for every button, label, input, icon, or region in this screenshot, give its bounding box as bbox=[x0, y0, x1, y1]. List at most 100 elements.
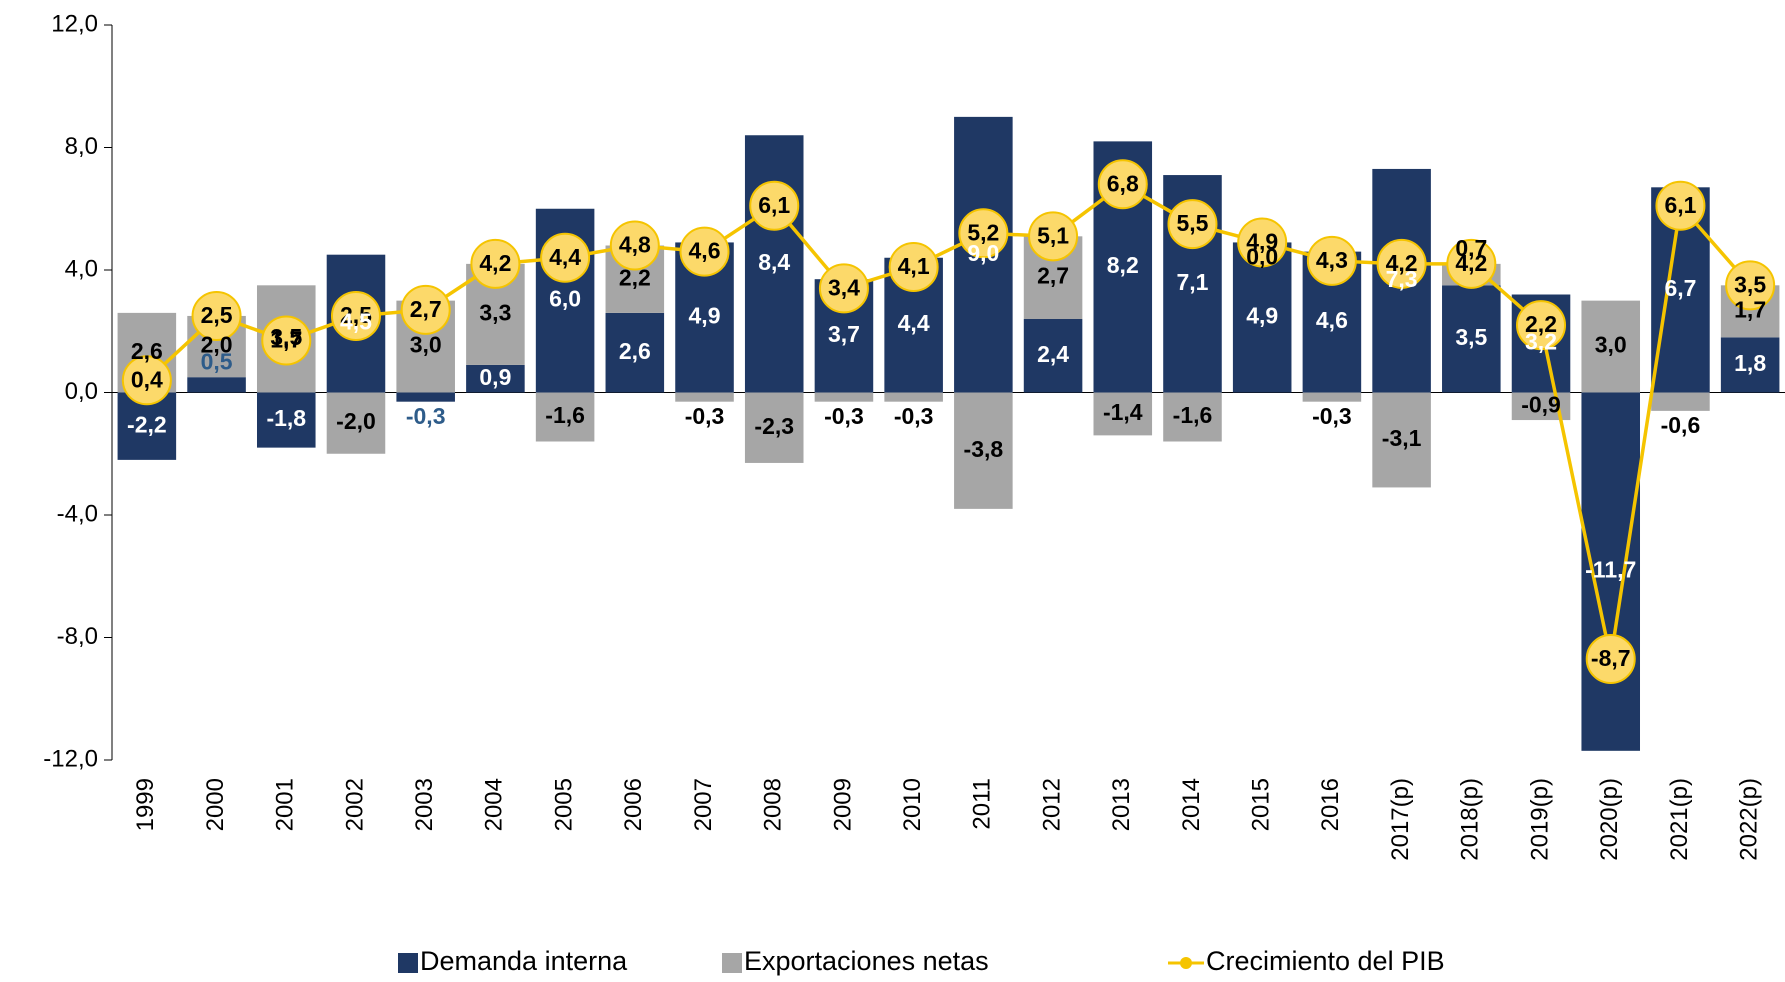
data-label: -0,3 bbox=[685, 403, 725, 429]
bar-segment bbox=[256, 392, 316, 448]
line-label: 6,1 bbox=[758, 192, 790, 218]
data-label: -2,0 bbox=[336, 408, 376, 434]
legend-swatch bbox=[722, 953, 742, 973]
line-marker bbox=[1585, 633, 1636, 684]
data-label: 8,2 bbox=[1107, 252, 1139, 278]
x-tick-label: 2010 bbox=[899, 778, 926, 831]
bar-segment bbox=[675, 392, 734, 402]
line-marker bbox=[1237, 217, 1288, 268]
line-marker bbox=[540, 232, 591, 283]
bar-segment bbox=[396, 392, 455, 402]
data-label: 3,5 bbox=[270, 324, 302, 350]
data-label: 2,6 bbox=[619, 338, 651, 364]
data-label: 3,0 bbox=[410, 332, 442, 358]
data-label: -1,6 bbox=[1173, 402, 1213, 428]
line-marker bbox=[330, 290, 381, 341]
line-marker bbox=[1097, 159, 1148, 210]
line-marker bbox=[261, 315, 312, 366]
data-label: -0,3 bbox=[406, 403, 446, 429]
bar-segment bbox=[326, 392, 386, 454]
x-tick-label: 2007 bbox=[690, 778, 717, 831]
line-marker bbox=[749, 180, 800, 231]
x-tick-label: 2012 bbox=[1038, 778, 1065, 831]
x-tick-label: 2002 bbox=[341, 778, 368, 831]
data-label: -3,1 bbox=[1382, 425, 1422, 451]
labels: -2,2 2,6 0,52,0 -1,8 3,5 4,5 -2,0 -0,3 3,0 0,9 3,3… bbox=[127, 235, 1766, 583]
x-tick-label: 2013 bbox=[1108, 778, 1135, 831]
y-tick-label: -12,0 bbox=[43, 745, 98, 772]
data-label: 4,9 bbox=[689, 303, 721, 329]
line-label: 2,5 bbox=[340, 302, 372, 328]
line-marker bbox=[1028, 211, 1079, 262]
bar-segment bbox=[1442, 285, 1501, 393]
legend-marker bbox=[1180, 957, 1192, 969]
data-label: -2,3 bbox=[754, 413, 794, 439]
legend-swatch bbox=[398, 953, 418, 973]
bar-segment bbox=[187, 377, 246, 393]
data-label: -1,8 bbox=[266, 405, 306, 431]
x-tick-label: 2003 bbox=[411, 778, 438, 831]
data-label: 9,0 bbox=[967, 240, 999, 266]
line-marker bbox=[818, 263, 869, 314]
data-label: 7,1 bbox=[1176, 269, 1208, 295]
line-marker bbox=[1655, 180, 1706, 231]
bar-segment bbox=[535, 392, 595, 442]
data-label: -0,3 bbox=[894, 403, 934, 429]
bar-segment bbox=[466, 364, 525, 393]
legend-label: Crecimiento del PIB bbox=[1206, 946, 1445, 976]
data-label: 3,3 bbox=[479, 299, 511, 325]
legend-label: Exportaciones netas bbox=[744, 946, 989, 976]
line-label: 5,5 bbox=[1176, 210, 1208, 236]
x-tick-label: 2022(p) bbox=[1735, 778, 1762, 861]
bar-segment bbox=[1651, 392, 1710, 411]
data-label: 0,9 bbox=[479, 364, 511, 390]
bar-segment bbox=[954, 392, 1013, 509]
data-label: 2,7 bbox=[1037, 263, 1069, 289]
line-layer: 0,4 2,5 1,7 2,5 2,7 4,2 4,4 4,8 4,6 6,1 3,4 4,1 5,2 5… bbox=[121, 159, 1776, 684]
x-tick-label: 1999 bbox=[132, 778, 159, 831]
x-tick-label: 2019(p) bbox=[1526, 778, 1553, 861]
x-tick-label: 2021(p) bbox=[1666, 778, 1693, 861]
data-label: -0,3 bbox=[1312, 403, 1352, 429]
line bbox=[145, 182, 1752, 660]
x-tick-label: 2015 bbox=[1248, 778, 1275, 831]
data-label: 4,9 bbox=[1246, 303, 1278, 329]
data-label: 3,0 bbox=[1595, 332, 1627, 358]
line-label: 4,1 bbox=[898, 253, 930, 279]
line-label: 5,2 bbox=[967, 219, 999, 245]
bar-segment bbox=[1372, 392, 1431, 488]
data-label: -11,7 bbox=[1585, 557, 1636, 583]
bar-segment bbox=[1023, 319, 1083, 393]
line-label: 4,9 bbox=[1246, 229, 1278, 255]
data-label: 7,3 bbox=[1386, 266, 1418, 292]
line-label: 1,7 bbox=[270, 327, 302, 353]
line-marker bbox=[1446, 238, 1497, 289]
x-tick-label: 2000 bbox=[202, 778, 229, 831]
x-tick-label: 2018(p) bbox=[1457, 778, 1484, 861]
line-marker bbox=[888, 241, 939, 292]
data-label: -0,3 bbox=[824, 403, 864, 429]
bar-segment bbox=[605, 312, 665, 393]
data-label: 6,7 bbox=[1664, 275, 1696, 301]
line-label: 4,2 bbox=[479, 250, 511, 276]
y-tick-label: 0,0 bbox=[65, 378, 98, 405]
data-label: -3,8 bbox=[964, 436, 1004, 462]
data-label: -0,9 bbox=[1521, 391, 1561, 417]
line-label: 4,8 bbox=[619, 232, 651, 258]
line-marker bbox=[470, 238, 521, 289]
line-label: 2,2 bbox=[1525, 311, 1557, 337]
line-label: 6,8 bbox=[1107, 170, 1139, 196]
x-tick-label: 2016 bbox=[1317, 778, 1344, 831]
y-tick-label: 8,0 bbox=[65, 133, 98, 160]
line-label: 4,2 bbox=[1455, 250, 1487, 276]
data-label: 2,0 bbox=[201, 332, 233, 358]
line-label: 4,4 bbox=[549, 244, 581, 270]
x-tick-label: 2011 bbox=[969, 778, 996, 830]
line-label: 2,7 bbox=[410, 296, 442, 322]
line-label: 3,4 bbox=[828, 274, 860, 300]
data-label: 4,5 bbox=[340, 309, 372, 335]
line-marker bbox=[121, 355, 172, 406]
line-marker bbox=[1516, 300, 1567, 351]
line-marker bbox=[1376, 238, 1427, 289]
data-label: -1,6 bbox=[545, 402, 585, 428]
